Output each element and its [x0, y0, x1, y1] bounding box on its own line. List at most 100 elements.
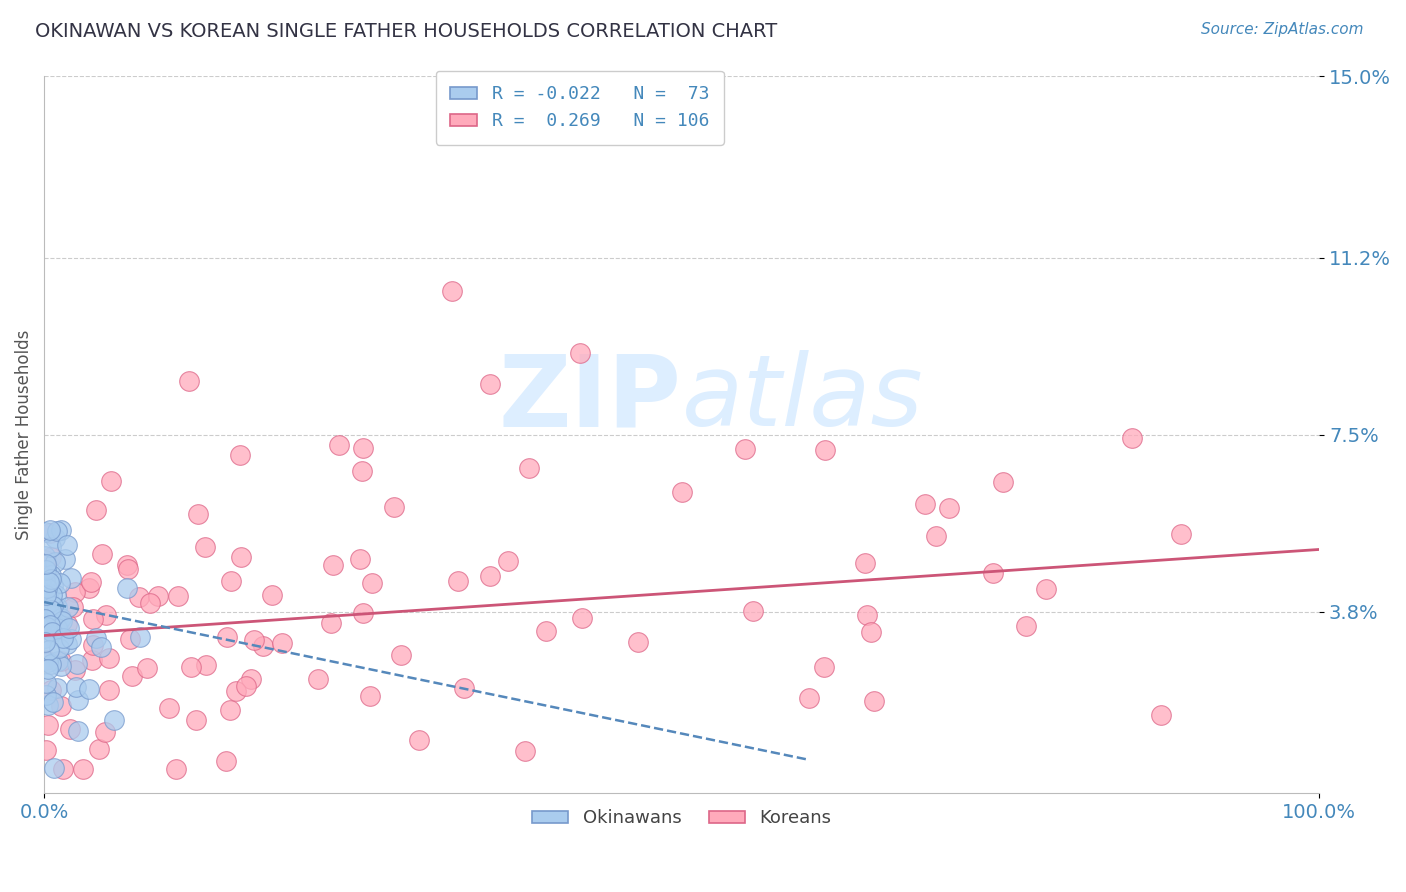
Point	[35, 563, 58, 577]
Point	[813, 659, 835, 673]
Point	[352, 465, 374, 479]
Point	[136, 661, 159, 675]
Point	[37, 698, 59, 712]
Point	[498, 554, 520, 568]
Point	[94, 724, 117, 739]
Point	[853, 557, 876, 571]
Point	[86, 503, 108, 517]
Point	[48, 640, 70, 655]
Point	[34, 634, 56, 648]
Point	[65, 680, 87, 694]
Point	[981, 566, 1004, 581]
Point	[49, 523, 72, 537]
Point	[37, 717, 59, 731]
Point	[34, 620, 56, 634]
Point	[34, 632, 56, 646]
Point	[115, 558, 138, 573]
Point	[187, 508, 209, 522]
Point	[938, 500, 960, 515]
Point	[35, 689, 58, 703]
Point	[991, 475, 1014, 489]
Point	[37, 662, 59, 676]
Point	[39, 540, 62, 554]
Point	[80, 653, 103, 667]
Point	[157, 701, 180, 715]
Point	[45, 524, 67, 538]
Point	[441, 284, 464, 298]
Point	[49, 576, 72, 591]
Point	[46, 621, 69, 635]
Point	[56, 637, 79, 651]
Point	[56, 538, 79, 552]
Point	[66, 657, 89, 671]
Point	[534, 624, 557, 638]
Point	[44, 608, 66, 623]
Point	[42, 605, 65, 619]
Point	[67, 724, 90, 739]
Point	[39, 617, 62, 632]
Point	[517, 461, 540, 475]
Point	[39, 603, 62, 617]
Point	[41, 624, 63, 639]
Point	[39, 595, 62, 609]
Point	[41, 683, 63, 698]
Point	[96, 608, 118, 623]
Point	[34, 612, 56, 626]
Point	[44, 531, 66, 545]
Point	[39, 524, 62, 538]
Point	[229, 448, 252, 462]
Point	[46, 681, 69, 695]
Point	[1150, 708, 1173, 723]
Text: atlas: atlas	[682, 351, 924, 447]
Point	[45, 588, 67, 602]
Point	[35, 615, 58, 630]
Point	[177, 374, 200, 388]
Point	[52, 631, 75, 645]
Point	[146, 589, 169, 603]
Point	[194, 540, 217, 554]
Point	[186, 714, 208, 728]
Point	[571, 611, 593, 625]
Point	[128, 590, 150, 604]
Point	[97, 651, 120, 665]
Point	[72, 763, 94, 777]
Point	[741, 604, 763, 618]
Point	[328, 438, 350, 452]
Point	[56, 600, 79, 615]
Point	[87, 742, 110, 756]
Point	[167, 589, 190, 603]
Point	[52, 763, 75, 777]
Point	[37, 620, 59, 634]
Point	[37, 655, 59, 669]
Point	[82, 638, 104, 652]
Point	[165, 763, 187, 777]
Point	[34, 552, 56, 566]
Point	[53, 552, 76, 566]
Legend: Okinawans, Koreans: Okinawans, Koreans	[524, 802, 838, 835]
Point	[77, 582, 100, 596]
Point	[44, 622, 66, 636]
Point	[215, 754, 238, 768]
Point	[479, 568, 502, 582]
Point	[77, 682, 100, 697]
Point	[117, 561, 139, 575]
Point	[128, 630, 150, 644]
Point	[925, 529, 948, 543]
Point	[271, 636, 294, 650]
Point	[734, 442, 756, 456]
Text: OKINAWAN VS KOREAN SINGLE FATHER HOUSEHOLDS CORRELATION CHART: OKINAWAN VS KOREAN SINGLE FATHER HOUSEHO…	[35, 22, 778, 41]
Point	[90, 547, 112, 561]
Point	[63, 584, 86, 599]
Point	[35, 588, 58, 602]
Point	[1121, 431, 1143, 445]
Point	[352, 441, 374, 455]
Point	[82, 612, 104, 626]
Point	[453, 681, 475, 695]
Point	[221, 574, 243, 588]
Point	[46, 599, 69, 614]
Text: ZIP: ZIP	[499, 351, 682, 447]
Point	[49, 611, 72, 625]
Point	[46, 619, 69, 633]
Point	[321, 616, 343, 631]
Point	[389, 648, 412, 663]
